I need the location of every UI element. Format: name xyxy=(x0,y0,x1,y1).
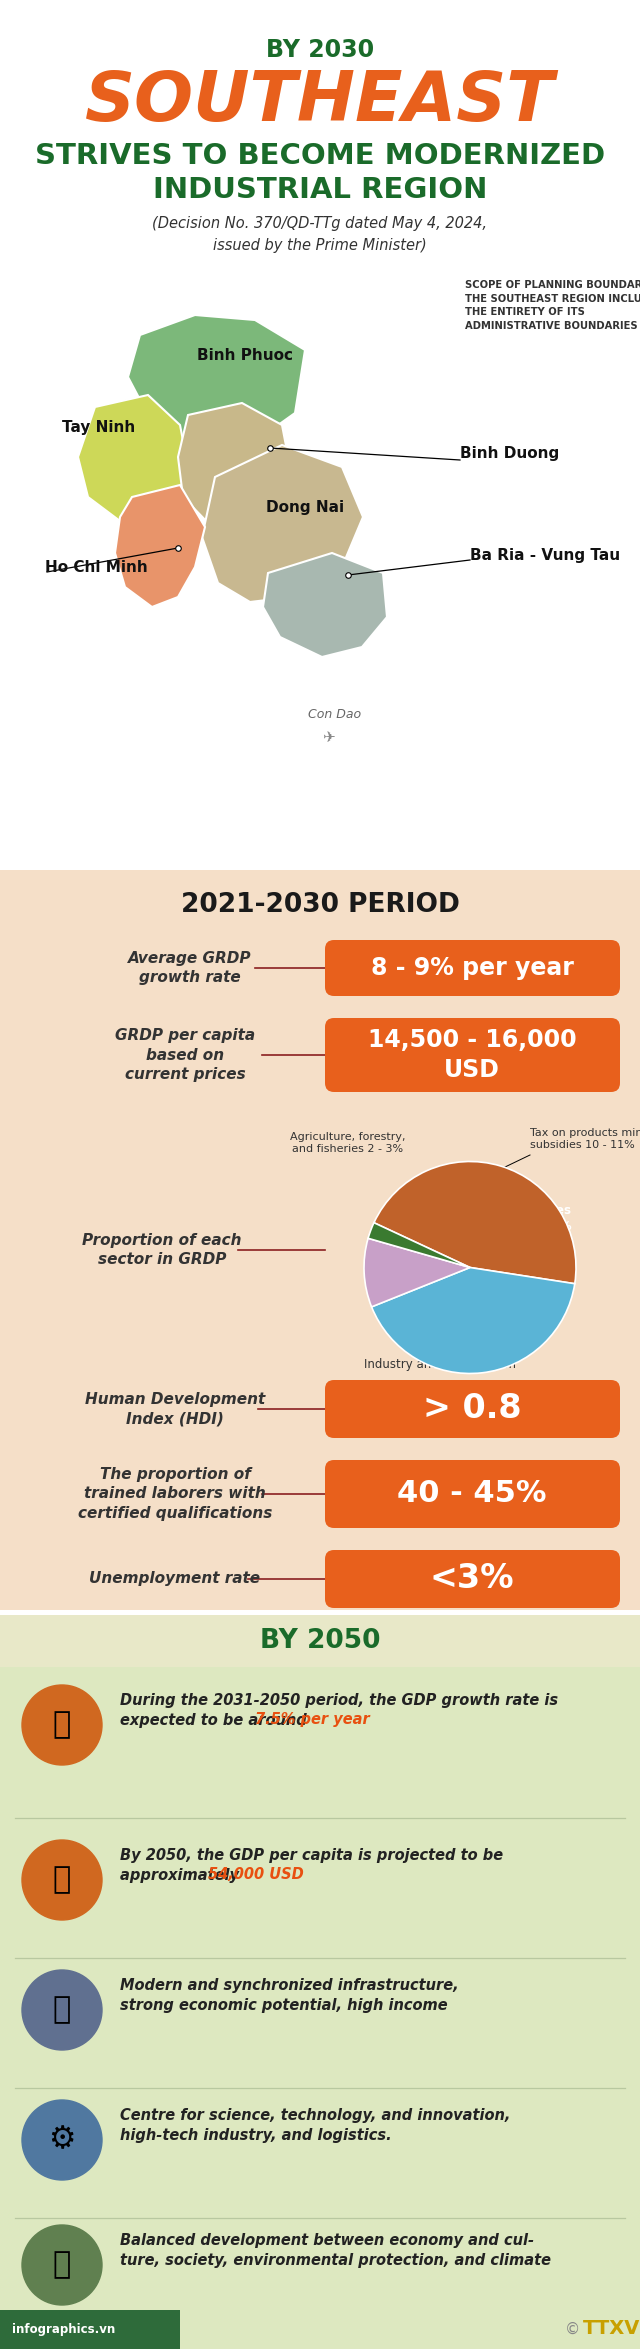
Text: By 2050, the GDP per capita is projected to be
approximately: By 2050, the GDP per capita is projected… xyxy=(120,1849,503,1884)
Text: Balanced development between economy and cul-
ture, society, environmental prote: Balanced development between economy and… xyxy=(120,2234,551,2269)
Text: Con Dao: Con Dao xyxy=(308,707,361,721)
Text: infographics.vn: infographics.vn xyxy=(12,2323,115,2335)
Text: Proportion of each
sector in GRDP: Proportion of each sector in GRDP xyxy=(83,1233,242,1268)
Text: Ba Ria - Vung Tau: Ba Ria - Vung Tau xyxy=(470,547,620,564)
Bar xyxy=(0,1616,640,1668)
Text: Industry and construction: Industry and construction xyxy=(364,1358,516,1372)
Circle shape xyxy=(22,1684,102,1764)
Text: Centre for science, technology, and innovation,
high-tech industry, and logistic: Centre for science, technology, and inno… xyxy=(120,2107,510,2142)
Bar xyxy=(0,0,640,869)
Text: INDUSTRIAL REGION: INDUSTRIAL REGION xyxy=(153,176,487,204)
Circle shape xyxy=(22,2225,102,2304)
Text: ✈: ✈ xyxy=(322,731,335,745)
Text: > 0.8: > 0.8 xyxy=(422,1393,522,1426)
Text: SCOPE OF PLANNING BOUNDARIES:
THE SOUTHEAST REGION INCLUDES
THE ENTIRETY OF ITS
: SCOPE OF PLANNING BOUNDARIES: THE SOUTHE… xyxy=(465,280,640,331)
Text: 40 - 45%: 40 - 45% xyxy=(397,1480,547,1508)
Text: 14,500 - 16,000
USD: 14,500 - 16,000 USD xyxy=(368,1029,576,1083)
Text: SOUTHEAST: SOUTHEAST xyxy=(85,68,555,134)
Text: GRDP per capita
based on
current prices: GRDP per capita based on current prices xyxy=(115,1029,255,1083)
Text: subsidies 10 - 11%: subsidies 10 - 11% xyxy=(530,1139,635,1151)
Text: Binh Phuoc: Binh Phuoc xyxy=(197,348,293,364)
Text: 🏭: 🏭 xyxy=(53,1997,71,2025)
Text: Modern and synchronized infrastructure,
strong economic potential, high income: Modern and synchronized infrastructure, … xyxy=(120,1978,459,2013)
Text: Human Development
Index (HDI): Human Development Index (HDI) xyxy=(85,1391,265,1426)
Text: <3%: <3% xyxy=(429,1562,515,1595)
FancyBboxPatch shape xyxy=(325,1461,620,1527)
Text: The proportion of
trained laborers with
certified qualifications: The proportion of trained laborers with … xyxy=(78,1468,272,1520)
Circle shape xyxy=(22,1839,102,1919)
Text: 7.5% per year: 7.5% per year xyxy=(255,1712,369,1727)
Bar xyxy=(0,2309,180,2349)
Text: 8 - 9% per year: 8 - 9% per year xyxy=(371,956,573,980)
Text: BY 2050: BY 2050 xyxy=(260,1628,380,1654)
Polygon shape xyxy=(263,552,387,658)
Text: During the 2031-2050 period, the GDP growth rate is
expected to be around: During the 2031-2050 period, the GDP gro… xyxy=(120,1694,558,1729)
Polygon shape xyxy=(178,404,292,538)
Text: Tax on products minus: Tax on products minus xyxy=(530,1128,640,1137)
Text: 54,000 USD: 54,000 USD xyxy=(208,1867,303,1882)
Text: (Decision No. 370/QD-TTg dated May 4, 2024,
issued by the Prime Minister): (Decision No. 370/QD-TTg dated May 4, 20… xyxy=(152,216,488,254)
FancyBboxPatch shape xyxy=(325,940,620,996)
FancyBboxPatch shape xyxy=(325,1017,620,1092)
Wedge shape xyxy=(372,1268,575,1374)
Text: Binh Duong: Binh Duong xyxy=(460,446,559,460)
Wedge shape xyxy=(374,1160,576,1283)
FancyBboxPatch shape xyxy=(325,1379,620,1438)
Text: Ho Chi Minh: Ho Chi Minh xyxy=(45,559,148,576)
Circle shape xyxy=(22,1971,102,2051)
Text: 💰: 💰 xyxy=(53,1865,71,1896)
Circle shape xyxy=(22,2100,102,2180)
Polygon shape xyxy=(78,395,190,526)
Wedge shape xyxy=(364,1238,470,1306)
Bar xyxy=(0,1616,640,2349)
Text: STRIVES TO BECOME MODERNIZED: STRIVES TO BECOME MODERNIZED xyxy=(35,141,605,169)
Text: ⚙: ⚙ xyxy=(48,2126,76,2154)
Wedge shape xyxy=(368,1224,470,1268)
Bar xyxy=(0,869,640,1609)
Text: Tay Ninh: Tay Ninh xyxy=(62,420,135,435)
Polygon shape xyxy=(128,315,305,453)
Text: Dong Nai: Dong Nai xyxy=(266,500,344,514)
Text: 45 - 46%: 45 - 46% xyxy=(381,1287,456,1301)
Text: TTXVN: TTXVN xyxy=(583,2318,640,2340)
Text: 2021-2030 PERIOD: 2021-2030 PERIOD xyxy=(180,893,460,918)
Text: and fisheries 2 - 3%: and fisheries 2 - 3% xyxy=(292,1144,404,1153)
Text: Services
41 - 42%: Services 41 - 42% xyxy=(514,1203,572,1233)
Text: Average GRDP
growth rate: Average GRDP growth rate xyxy=(128,951,252,984)
FancyBboxPatch shape xyxy=(325,1550,620,1609)
Text: 📈: 📈 xyxy=(53,1710,71,1741)
Polygon shape xyxy=(202,444,363,601)
Text: Agriculture, forestry,: Agriculture, forestry, xyxy=(291,1132,406,1142)
Text: 🌍: 🌍 xyxy=(53,2250,71,2279)
Text: Unemployment rate: Unemployment rate xyxy=(90,1571,260,1586)
Polygon shape xyxy=(115,484,205,606)
Text: ©: © xyxy=(564,2321,580,2337)
Text: BY 2030: BY 2030 xyxy=(266,38,374,61)
